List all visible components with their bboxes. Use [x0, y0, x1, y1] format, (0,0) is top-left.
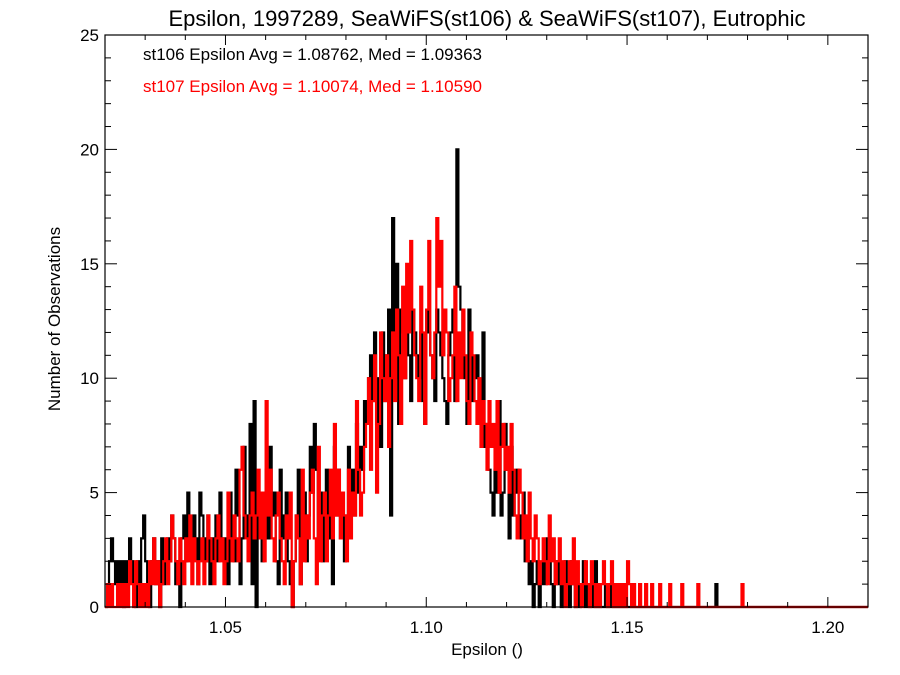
y-tick-label: 10 — [80, 369, 99, 388]
x-tick-label: 1.20 — [811, 618, 844, 637]
legend-st107: st107 Epsilon Avg = 1.10074, Med = 1.105… — [143, 77, 482, 96]
axes-frame — [104, 34, 869, 608]
y-tick-label: 25 — [80, 26, 99, 45]
y-tick-label: 20 — [80, 140, 99, 159]
y-tick-label: 15 — [80, 255, 99, 274]
x-axis-label: Epsilon () — [451, 640, 523, 659]
y-axis-label: Number of Observations — [45, 227, 64, 411]
x-tick-label: 1.10 — [410, 618, 443, 637]
plot-area: 1.05 1.10 1.15 1.20 0 5 10 15 20 25 — [80, 26, 869, 637]
chart-title: Epsilon, 1997289, SeaWiFS(st106) & SeaWi… — [168, 6, 805, 31]
legend-st106: st106 Epsilon Avg = 1.08762, Med = 1.093… — [143, 45, 482, 64]
series-st107-line — [105, 216, 868, 609]
x-tick-label: 1.05 — [209, 618, 242, 637]
y-tick-label: 5 — [90, 484, 99, 503]
x-tick-label: 1.15 — [611, 618, 644, 637]
y-tick-label: 0 — [90, 598, 99, 617]
